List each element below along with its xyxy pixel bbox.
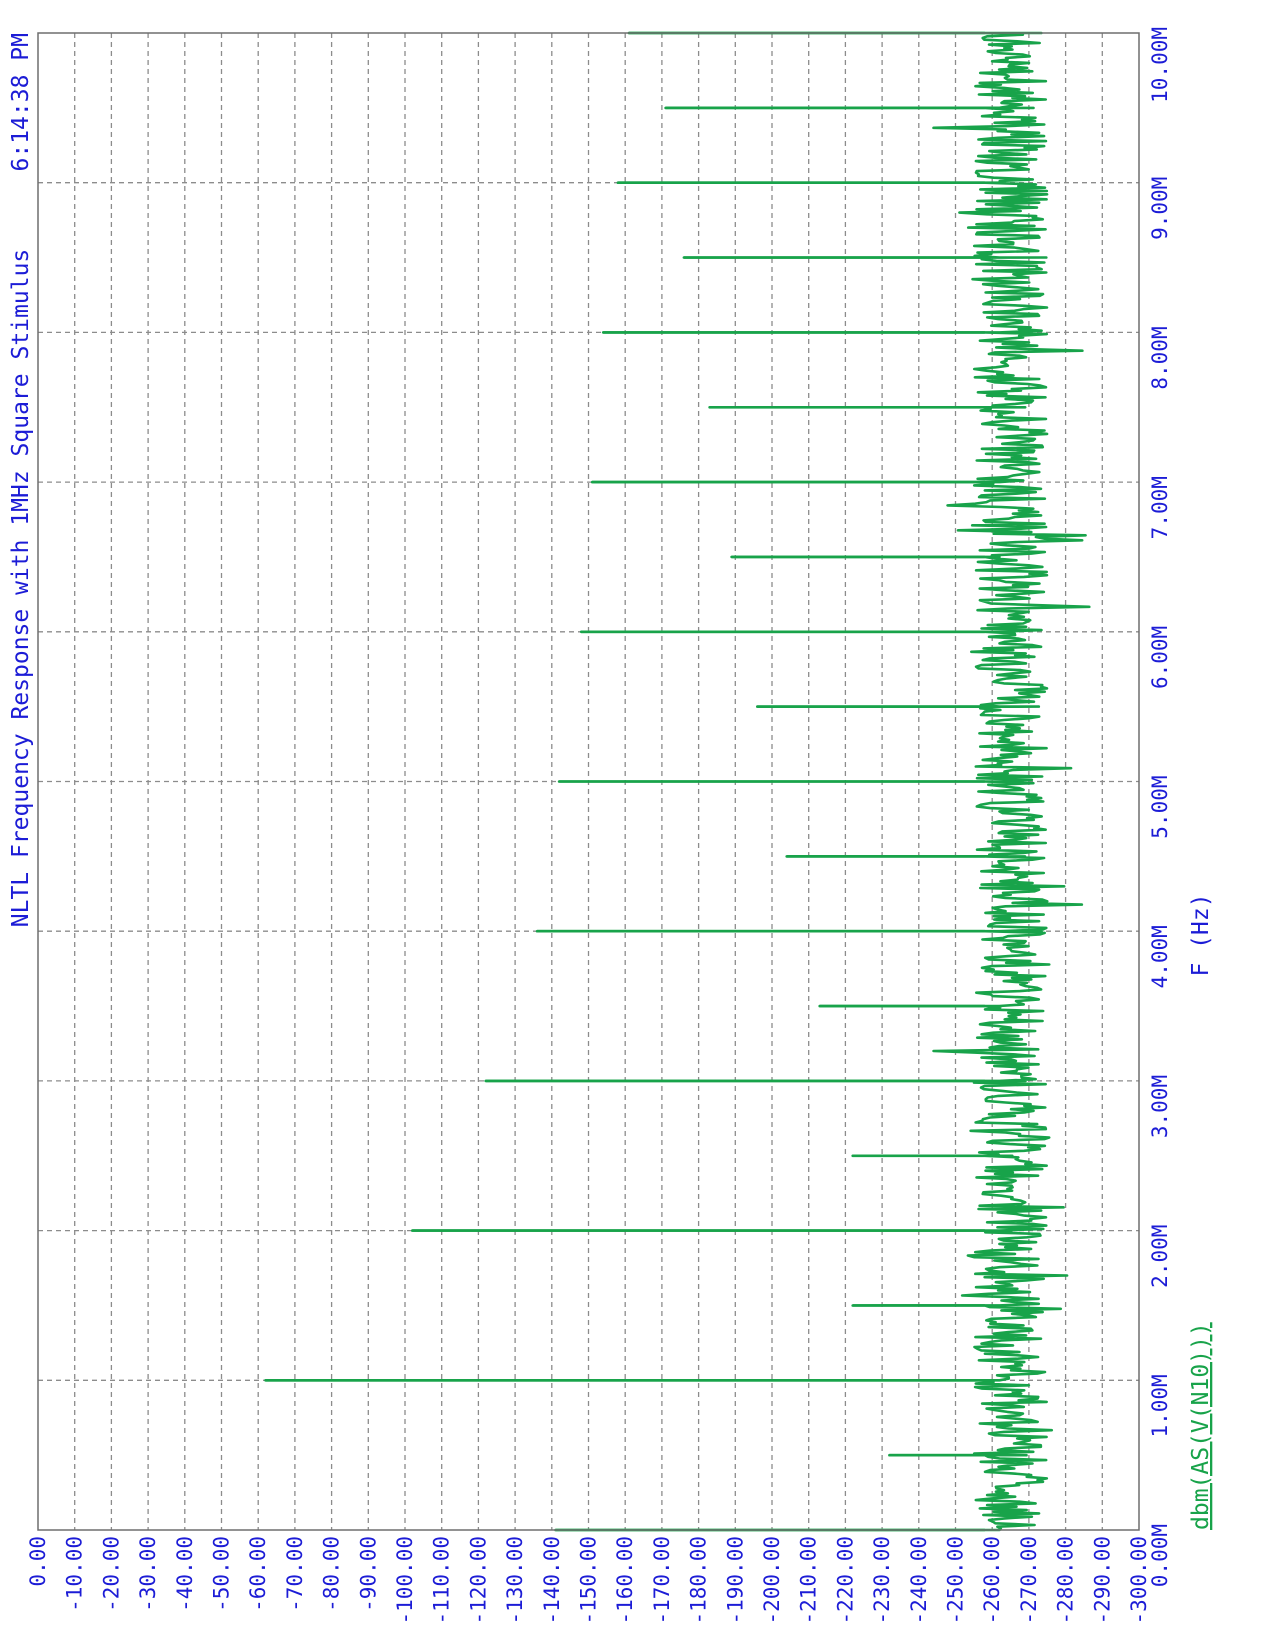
x-axis-label: F (Hz) <box>1188 893 1214 976</box>
y-tick-label: -120.00 <box>466 1536 490 1625</box>
y-tick-label: -290.00 <box>1090 1536 1114 1625</box>
y-tick-label: -260.00 <box>980 1536 1004 1625</box>
y-tick-label: -220.00 <box>833 1536 857 1625</box>
legend-entry: dbm(AS(V(N10))) <box>1188 1322 1214 1530</box>
y-tick-label: -40.00 <box>173 1536 197 1612</box>
y-tick-label: -300.00 <box>1127 1536 1151 1625</box>
x-tick-label: 9.00M <box>1148 177 1172 240</box>
y-tick-label: -30.00 <box>136 1536 160 1612</box>
y-tick-label: -20.00 <box>99 1536 123 1612</box>
y-tick-label: -60.00 <box>246 1536 270 1612</box>
x-tick-label: 4.00M <box>1148 925 1172 988</box>
x-tick-labels: 0.00M 1.00M 2.00M 3.00M 4.00M 5.00M 6.00M 7.00M… <box>1148 27 1172 1587</box>
timestamp: 6:14:38 PM <box>8 33 34 171</box>
y-tick-label: -80.00 <box>320 1536 344 1612</box>
y-tick-label: -270.00 <box>1017 1536 1041 1625</box>
y-tick-label: -160.00 <box>613 1536 637 1625</box>
y-tick-label: -170.00 <box>650 1536 674 1625</box>
plot-frame <box>37 32 1140 1531</box>
y-tick-label: -280.00 <box>1054 1536 1078 1625</box>
x-tick-label: 10.00M <box>1148 27 1172 103</box>
y-tick-label: -90.00 <box>356 1536 380 1612</box>
x-tick-label: 8.00M <box>1148 326 1172 389</box>
y-tick-label: -130.00 <box>503 1536 527 1625</box>
y-tick-label: -10.00 <box>63 1536 87 1612</box>
y-tick-label: -210.00 <box>797 1536 821 1625</box>
y-tick-label: -50.00 <box>210 1536 234 1612</box>
y-tick-label: -110.00 <box>430 1536 454 1625</box>
chart-title: NLTL Frequency Response with 1MHz Square… <box>8 249 34 928</box>
y-tick-label: 0.00 <box>26 1536 50 1587</box>
y-tick-labels: 0.00 -10.00 -20.00 -30.00 -40.00 -50.00 -60.00… <box>26 1536 1151 1625</box>
y-tick-label: -150.00 <box>577 1536 601 1625</box>
x-tick-label: 0.00M <box>1148 1524 1172 1587</box>
x-tick-label: 2.00M <box>1148 1225 1172 1288</box>
y-tick-label: -180.00 <box>687 1536 711 1625</box>
y-tick-label: -250.00 <box>944 1536 968 1625</box>
y-tick-label: -100.00 <box>393 1536 417 1625</box>
y-tick-label: -140.00 <box>540 1536 564 1625</box>
y-tick-label: -70.00 <box>283 1536 307 1612</box>
x-tick-label: 5.00M <box>1148 776 1172 839</box>
y-tick-label: -230.00 <box>870 1536 894 1625</box>
x-tick-label: 1.00M <box>1148 1374 1172 1437</box>
y-tick-label: -200.00 <box>760 1536 784 1625</box>
y-tick-label: -240.00 <box>907 1536 931 1625</box>
x-tick-label: 7.00M <box>1148 476 1172 539</box>
y-tick-label: -190.00 <box>723 1536 747 1625</box>
x-tick-label: 6.00M <box>1148 626 1172 689</box>
x-tick-label: 3.00M <box>1148 1075 1172 1138</box>
